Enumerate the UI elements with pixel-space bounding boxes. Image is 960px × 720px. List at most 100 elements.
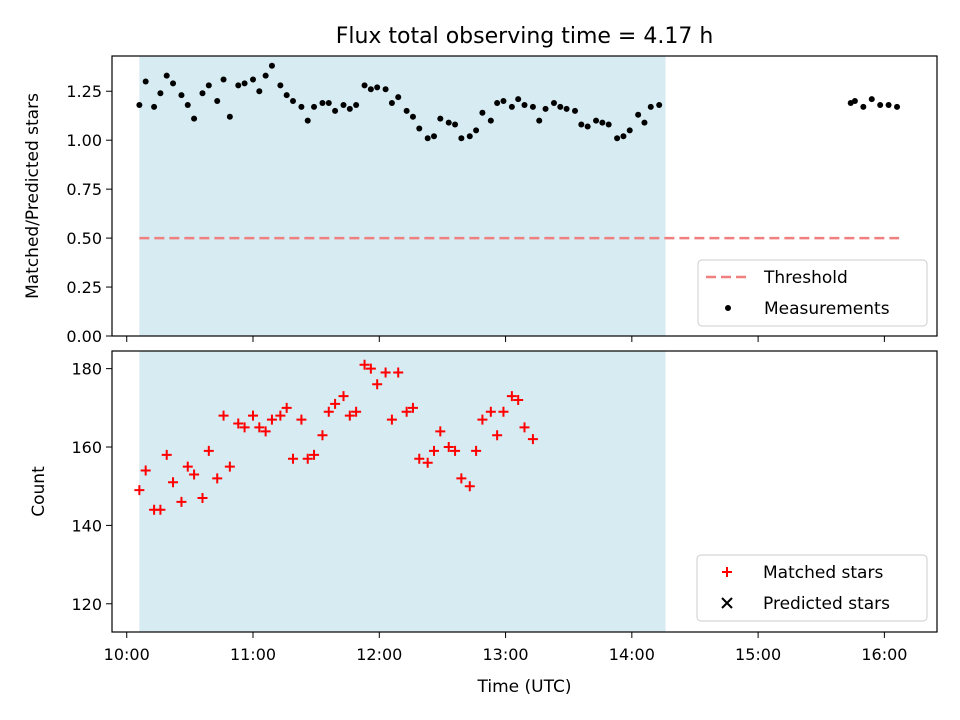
matched-star-marker bbox=[168, 477, 179, 488]
bottom-legend: Matched stars Predicted stars bbox=[696, 554, 928, 622]
measurement-point bbox=[157, 90, 164, 97]
measurement-point bbox=[431, 133, 438, 140]
top-legend-label: Threshold bbox=[763, 268, 848, 288]
x-axis-label: Time (UTC) bbox=[477, 677, 572, 697]
measurement-point bbox=[452, 121, 459, 128]
xtick-label: 11:00 bbox=[230, 645, 276, 664]
measurement-point bbox=[521, 101, 528, 108]
matched-star-marker bbox=[422, 457, 433, 468]
measurement-point bbox=[656, 101, 663, 108]
measurement-point bbox=[361, 82, 368, 89]
bottom-legend-label: Matched stars bbox=[763, 563, 883, 583]
measurement-point bbox=[298, 103, 305, 110]
matched-star-marker bbox=[317, 430, 328, 441]
chart-title: Flux total observing time = 4.17 h bbox=[336, 24, 714, 49]
bottom-legend-label: Predicted stars bbox=[763, 594, 890, 614]
measurement-point bbox=[199, 90, 206, 97]
measurement-point bbox=[536, 117, 543, 124]
measurement-point bbox=[268, 62, 275, 69]
measurement-point bbox=[416, 125, 423, 132]
xtick-label: 14:00 bbox=[609, 645, 655, 664]
xtick-label: 16:00 bbox=[861, 645, 907, 664]
matched-star-marker bbox=[323, 406, 334, 417]
measurement-point bbox=[409, 113, 416, 120]
matched-star-marker bbox=[471, 445, 482, 456]
matched-star-marker bbox=[414, 453, 425, 464]
measurement-point bbox=[382, 86, 389, 93]
measurement-point bbox=[346, 105, 353, 112]
top-legend-box bbox=[697, 259, 928, 327]
measurement-point bbox=[614, 135, 621, 142]
matched-star-marker bbox=[155, 504, 166, 515]
measurement-point bbox=[304, 117, 311, 124]
matched-star-marker bbox=[506, 391, 517, 402]
top-ytick-label: 0.50 bbox=[66, 229, 102, 248]
measurement-point bbox=[374, 84, 381, 91]
measurement-point bbox=[332, 107, 339, 114]
matched-star-marker bbox=[254, 422, 265, 433]
matched-star-marker bbox=[477, 414, 488, 425]
measurement-point bbox=[283, 92, 290, 99]
matched-star-marker bbox=[140, 465, 151, 476]
top-ytick-label: 0.00 bbox=[66, 327, 102, 346]
matched-star-marker bbox=[233, 418, 244, 429]
matched-star-marker bbox=[338, 391, 349, 402]
matched-star-marker bbox=[182, 461, 193, 472]
measurement-point bbox=[584, 123, 591, 130]
measurement-point bbox=[403, 107, 410, 114]
legend-measurement-swatch bbox=[725, 305, 731, 311]
measurement-point bbox=[367, 86, 374, 93]
bottom-ytick-label: 180 bbox=[71, 360, 102, 379]
matched-star-marker bbox=[203, 445, 214, 456]
measurement-point bbox=[353, 101, 360, 108]
measurement-point bbox=[479, 109, 486, 116]
matched-star-marker bbox=[365, 363, 376, 374]
measurement-point bbox=[437, 115, 444, 122]
matched-star-marker bbox=[527, 434, 538, 445]
xtick-label: 13:00 bbox=[483, 645, 529, 664]
top-y-axis-label: Matched/Predicted stars bbox=[23, 93, 43, 299]
measurement-point bbox=[424, 135, 431, 142]
top-observing-span bbox=[139, 56, 666, 336]
measurement-point bbox=[226, 113, 233, 120]
measurement-point bbox=[550, 99, 557, 106]
matched-star-marker bbox=[176, 496, 187, 507]
top-axes: 0.00 0.25 0.50 0.75 1.00 1.25 bbox=[66, 55, 938, 346]
measurement-point bbox=[494, 99, 501, 106]
matched-star-marker bbox=[161, 449, 172, 460]
matched-star-marker bbox=[302, 453, 313, 464]
measurement-point bbox=[626, 127, 633, 134]
matched-star-marker bbox=[260, 426, 271, 437]
matched-star-marker bbox=[189, 469, 200, 480]
measurement-point bbox=[894, 103, 901, 110]
matched-star-marker bbox=[197, 492, 208, 503]
matched-star-marker bbox=[351, 406, 362, 417]
measurement-point bbox=[325, 99, 332, 106]
bottom-axes-frame bbox=[111, 350, 938, 633]
measurement-point bbox=[599, 119, 606, 126]
matched-star-marker bbox=[722, 567, 732, 577]
matched-star-marker bbox=[492, 430, 503, 441]
bottom-ytick-label: 120 bbox=[71, 595, 102, 614]
measurement-point bbox=[557, 103, 564, 110]
matched-star-marker bbox=[407, 402, 418, 413]
matched-star-marker bbox=[485, 406, 496, 417]
measurement-point bbox=[311, 103, 318, 110]
measurement-point bbox=[458, 135, 465, 142]
measurement-point bbox=[388, 99, 395, 106]
measurement-point bbox=[163, 72, 170, 79]
measurement-point bbox=[142, 78, 149, 85]
bottom-axes: 120 140 160 180 10:00 11:00 12:00 13:00 14:00 15:… bbox=[71, 350, 938, 664]
top-legend-label: Measurements bbox=[764, 299, 890, 319]
measurement-point bbox=[256, 88, 263, 95]
measurement-point bbox=[877, 101, 884, 108]
measurement-point bbox=[508, 103, 515, 110]
matched-star-marker bbox=[513, 394, 524, 405]
measurement-point bbox=[868, 96, 875, 103]
measurement-point bbox=[289, 98, 296, 105]
measurement-point bbox=[395, 94, 402, 101]
measurement-point bbox=[235, 82, 242, 89]
measurement-point bbox=[473, 127, 480, 134]
measurement-point bbox=[542, 105, 549, 112]
measurement-point bbox=[136, 101, 143, 108]
